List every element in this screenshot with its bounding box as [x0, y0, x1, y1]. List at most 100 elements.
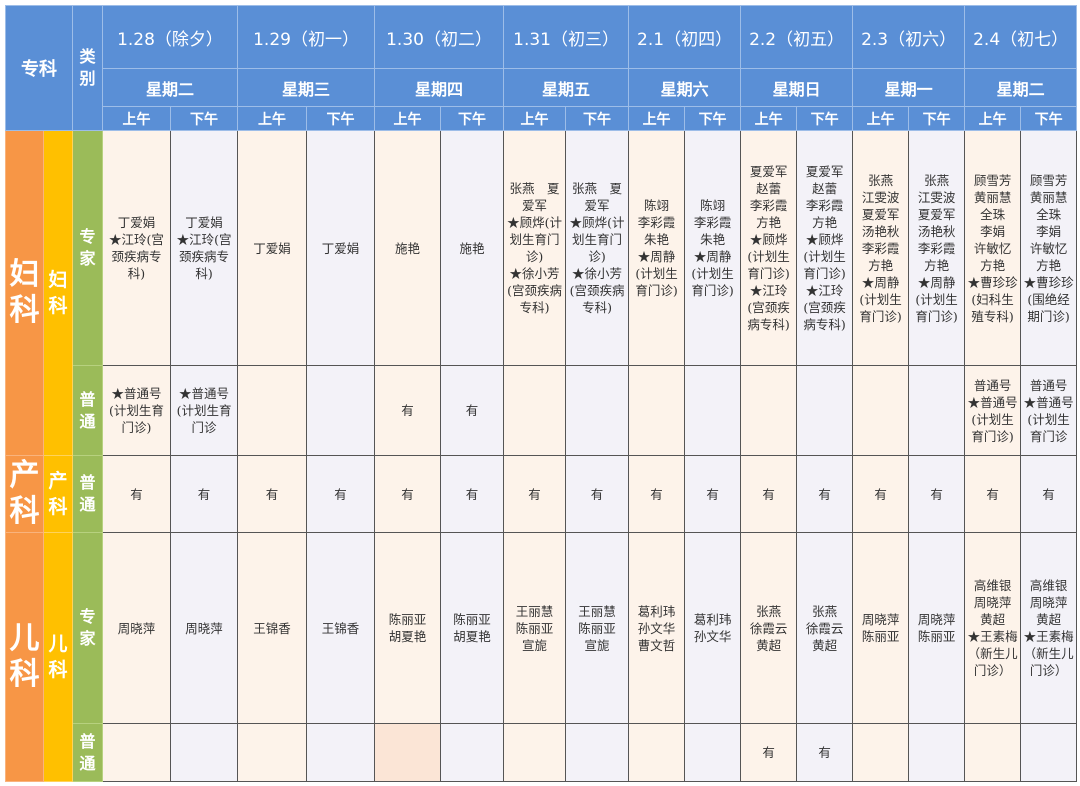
specialty-header: 专科: [5, 5, 73, 131]
date-header: 1.30（初二）: [374, 5, 505, 69]
schedule-cell: [374, 723, 442, 782]
schedule-cell: 施艳: [374, 130, 442, 366]
schedule-cell: ★普通号(计划生育门诊: [169, 365, 239, 456]
schedule-cell: 普通号 ★普通号(计划生育门诊): [964, 365, 1022, 456]
am-header: 上午: [374, 106, 442, 131]
dept-obs-label: 产科: [5, 455, 44, 533]
schedule-cell: 有: [908, 455, 966, 533]
schedule-cell: [440, 723, 505, 782]
weekday-header: 星期日: [740, 68, 854, 107]
schedule-cell: 周晓萍 陈丽亚: [908, 532, 966, 724]
am-header: 上午: [628, 106, 686, 131]
weekday-header: 星期一: [852, 68, 966, 107]
category-general-label: 普通: [72, 723, 103, 782]
schedule-cell: 丁爱娟: [237, 130, 308, 366]
schedule-cell: 周晓萍 陈丽亚: [852, 532, 910, 724]
schedule-cell: 有: [102, 455, 171, 533]
schedule-cell: 高维银 周晓萍 黄超 ★王素梅（新生儿门诊）: [1020, 532, 1078, 724]
schedule-cell: 张燕 徐霞云 黄超: [740, 532, 798, 724]
schedule-cell: [565, 365, 630, 456]
weekday-header: 星期二: [101, 68, 239, 107]
category-expert-label: 专家: [72, 130, 103, 366]
am-header: 上午: [102, 106, 171, 131]
weekday-header: 星期六: [628, 68, 742, 107]
schedule-cell: 张燕 夏爱军 ★顾烨(计划生育门诊) ★徐小芳(宫颈疾病专科): [565, 130, 630, 366]
schedule-table: 专科 类别 1.28（除夕） 1.29（初一） 1.30（初二） 1.31（初三） 2.…: [5, 5, 1078, 782]
date-header: 1.28（除夕）: [101, 5, 239, 69]
schedule-cell: 陈丽亚 胡夏艳: [440, 532, 505, 724]
schedule-cell: 顾雪芳 黄丽慧 全珠 李娟 许敏忆 方艳 ★曹珍珍(围绝经期门诊): [1020, 130, 1078, 366]
schedule-cell: [908, 365, 966, 456]
schedule-cell: 丁爱娟 ★江玲(宫颈疾病专科): [169, 130, 239, 366]
schedule-cell: 有: [628, 455, 686, 533]
schedule-cell: [684, 365, 742, 456]
schedule-cell: 高维银 周晓萍 黄超 ★王素梅（新生儿门诊）: [964, 532, 1022, 724]
schedule-cell: 葛利玮 孙文华 曹文哲: [628, 532, 686, 724]
subdept-ped-label: 儿科: [43, 532, 73, 782]
schedule-cell: 有: [374, 365, 442, 456]
am-header: 上午: [964, 106, 1022, 131]
schedule-cell: [565, 723, 630, 782]
date-header: 1.31（初三）: [503, 5, 630, 69]
date-header: 2.1（初四）: [628, 5, 742, 69]
schedule-cell: 张燕 徐霞云 黄超: [796, 532, 854, 724]
category-general-label: 普通: [72, 455, 103, 533]
pm-header: 下午: [1020, 106, 1078, 131]
schedule-cell: 施艳: [440, 130, 505, 366]
date-header: 1.29（初一）: [237, 5, 376, 69]
schedule-cell: 顾雪芳 黄丽慧 全珠 李娟 许敏忆 方艳 ★曹珍珍(妇科生殖专科): [964, 130, 1022, 366]
schedule-cell: 有: [440, 365, 505, 456]
schedule-cell: 普通号 ★普通号(计划生育门诊: [1020, 365, 1078, 456]
schedule-cell: 有: [684, 455, 742, 533]
schedule-cell: 张燕 江雯波 夏爱军 汤艳秋 李彩霞 方艳 ★周静(计划生育门诊): [852, 130, 910, 366]
schedule-cell: [169, 723, 239, 782]
category-expert-label: 专家: [72, 532, 103, 724]
schedule-cell: [796, 365, 854, 456]
schedule-cell: [964, 723, 1022, 782]
schedule-cell: [503, 365, 567, 456]
schedule-cell: 丁爱娟: [306, 130, 376, 366]
subdept-gyn-label: 妇科: [43, 130, 73, 456]
weekday-header: 星期三: [237, 68, 376, 107]
schedule-cell: [908, 723, 966, 782]
schedule-cell: 有: [740, 723, 798, 782]
schedule-cell: 有: [440, 455, 505, 533]
schedule-cell: [1020, 723, 1078, 782]
schedule-cell: [237, 365, 308, 456]
dept-gyn-label: 妇科: [5, 130, 44, 456]
schedule-cell: 陈翊 李彩霞 朱艳 ★周静(计划生育门诊): [628, 130, 686, 366]
schedule-cell: 王锦香: [237, 532, 308, 724]
pm-header: 下午: [440, 106, 505, 131]
subdept-obs-label: 产科: [43, 455, 73, 533]
schedule-cell: 有: [374, 455, 442, 533]
schedule-cell: 有: [964, 455, 1022, 533]
dept-ped-label: 儿科: [5, 532, 44, 782]
schedule-cell: 葛利玮 孙文华: [684, 532, 742, 724]
schedule-cell: [237, 723, 308, 782]
pm-header: 下午: [565, 106, 630, 131]
schedule-cell: 夏爱军 赵蕾 李彩霞 方艳 ★顾烨(计划生育门诊) ★江玲(宫颈疾病专科): [740, 130, 798, 366]
schedule-cell: [852, 365, 910, 456]
weekday-header: 星期二: [964, 68, 1078, 107]
schedule-cell: 有: [796, 723, 854, 782]
schedule-cell: 有: [237, 455, 308, 533]
pm-header: 下午: [908, 106, 966, 131]
schedule-cell: 有: [565, 455, 630, 533]
schedule-cell: [628, 365, 686, 456]
schedule-cell: 周晓萍: [169, 532, 239, 724]
schedule-cell: 王丽慧 陈丽亚 宣旎: [503, 532, 567, 724]
date-header: 2.2（初五）: [740, 5, 854, 69]
am-header: 上午: [740, 106, 798, 131]
pm-header: 下午: [684, 106, 742, 131]
schedule-cell: 夏爱军 赵蕾 李彩霞 方艳 ★顾烨(计划生育门诊) ★江玲(宫颈疾病专科): [796, 130, 854, 366]
schedule-cell: [102, 723, 171, 782]
date-header: 2.3（初六）: [852, 5, 966, 69]
schedule-cell: 陈丽亚 胡夏艳: [374, 532, 442, 724]
weekday-header: 星期五: [503, 68, 630, 107]
schedule-cell: [503, 723, 567, 782]
pm-header: 下午: [796, 106, 854, 131]
schedule-cell: 有: [796, 455, 854, 533]
schedule-cell: 有: [852, 455, 910, 533]
pm-header: 下午: [169, 106, 239, 131]
pm-header: 下午: [306, 106, 376, 131]
